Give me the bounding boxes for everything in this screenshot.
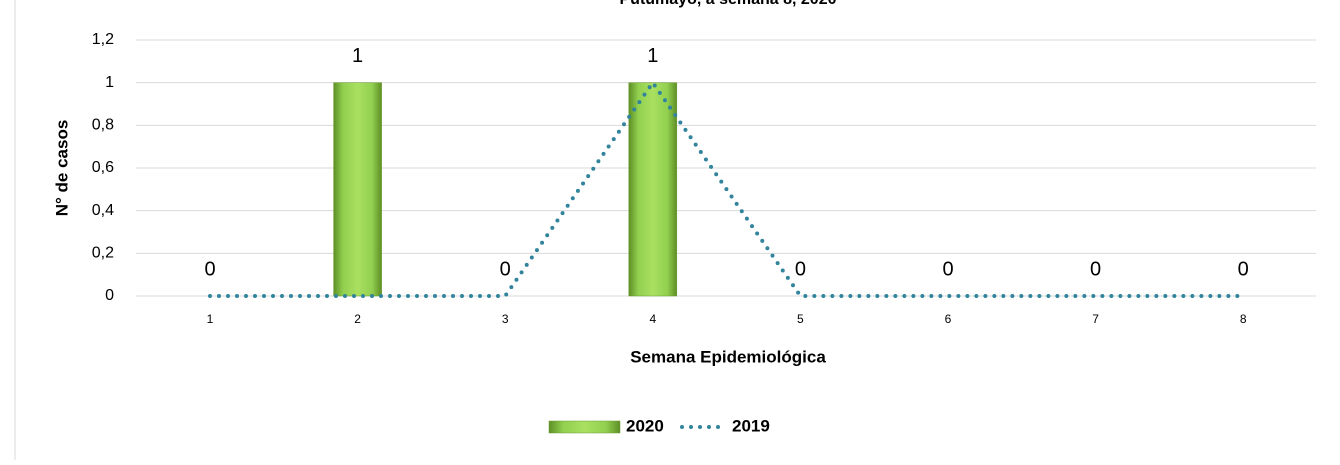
y-tick-label: 0,2 (92, 245, 114, 262)
chart-title: Putumayo, a semana 8, 2020 (620, 0, 837, 8)
y-axis-title: N° de casos (52, 120, 71, 217)
legend-label: 2020 (626, 416, 664, 435)
x-axis-title: Semana Epidemiológica (630, 347, 826, 366)
data-label: 0 (795, 258, 806, 280)
y-tick-label: 0,6 (92, 159, 114, 176)
data-label: 0 (1090, 258, 1101, 280)
data-label: 0 (204, 258, 215, 280)
data-label: 1 (647, 45, 658, 67)
data-label: 0 (500, 258, 511, 280)
chart-border (14, 0, 16, 465)
data-label: 0 (1238, 258, 1249, 280)
line-series (208, 79, 1246, 298)
bar (628, 82, 678, 297)
x-tick-label: 7 (1092, 312, 1099, 326)
y-tick-label: 0 (105, 287, 114, 304)
x-tick-label: 2 (354, 312, 361, 326)
x-tick-label: 4 (649, 312, 656, 326)
legend-label: 2019 (732, 416, 770, 435)
data-label: 1 (352, 45, 363, 67)
y-tick-label: 0,4 (92, 202, 114, 219)
x-tick-label: 1 (207, 312, 214, 326)
x-tick-label: 6 (945, 312, 952, 326)
y-tick-label: 1,2 (92, 31, 114, 48)
y-tick-label: 1 (105, 74, 114, 91)
x-tick-label: 3 (502, 312, 509, 326)
legend-swatch (548, 420, 621, 434)
data-label: 0 (942, 258, 953, 280)
y-tick-label: 0,8 (92, 117, 114, 134)
bar (333, 82, 382, 297)
x-tick-label: 5 (797, 312, 804, 326)
x-tick-label: 8 (1240, 312, 1247, 326)
